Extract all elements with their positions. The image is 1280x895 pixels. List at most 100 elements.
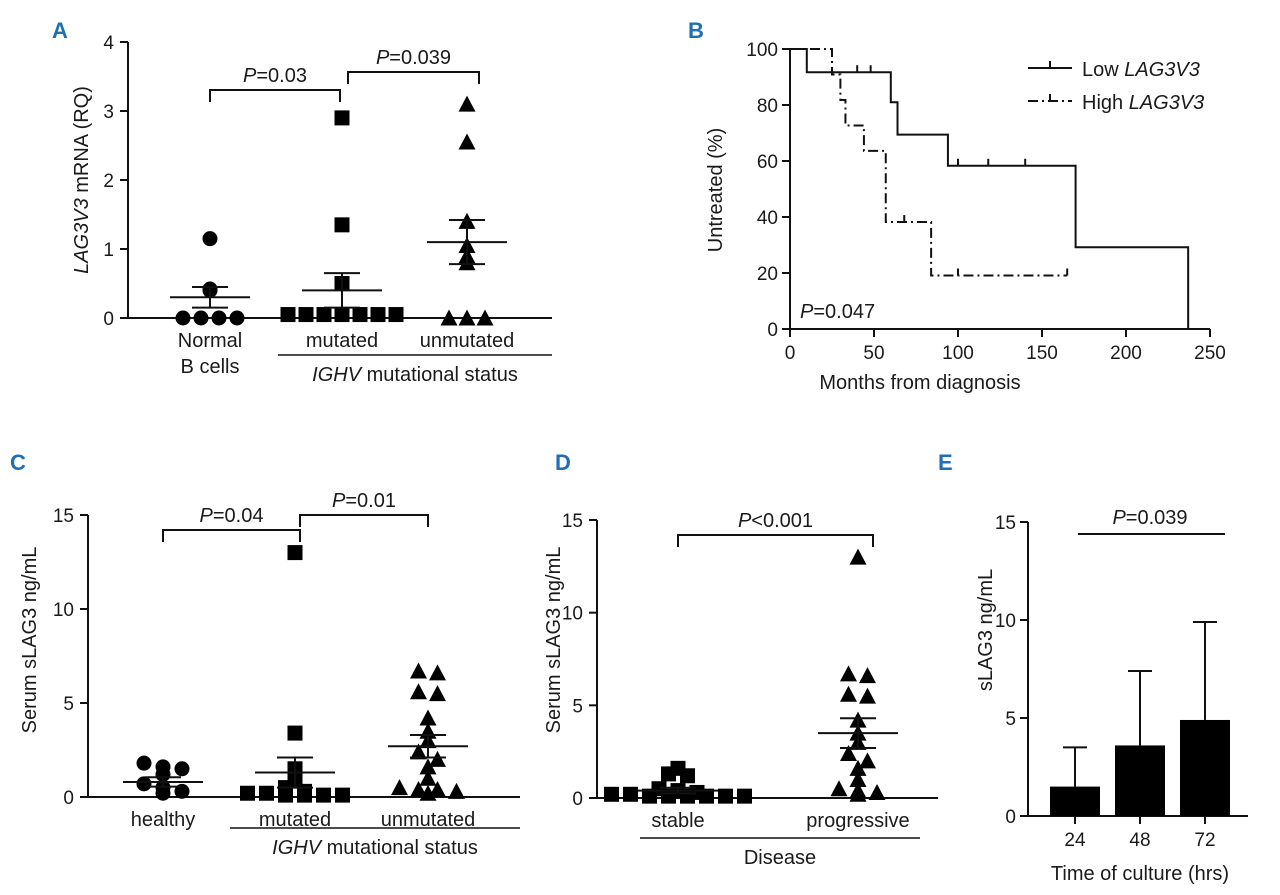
data-point-circle [211, 310, 227, 326]
legend-label-part-0: High [1082, 92, 1129, 114]
data-point-square [718, 788, 733, 804]
data-point-triangle [868, 783, 886, 800]
data-point-triangle [419, 709, 437, 726]
bar-48 [1115, 745, 1165, 816]
data-point-triangle [410, 662, 427, 679]
legend-label-part-1: LAG3V3 [1124, 59, 1200, 81]
data-point-square [316, 307, 332, 323]
y-tick-label: 20 [757, 264, 778, 285]
y-tick-label: 15 [995, 513, 1016, 534]
data-point-triangle [840, 685, 857, 702]
p-value-label-part-1: =0.03 [256, 65, 307, 87]
y-tick-label: 5 [572, 696, 583, 717]
p-value-label: P=0.039 [1112, 507, 1187, 529]
km-curve-high [790, 48, 1068, 277]
data-point-triangle [859, 687, 876, 704]
panel-a: 0 1 2 3 4 LAG3V3 mRNA (RQ) Normal B cells mutate… [71, 33, 552, 386]
data-point-triangle [859, 752, 876, 769]
y-tick-label: 0 [572, 789, 583, 810]
data-point-circle [136, 755, 152, 771]
x-category-label: progressive [806, 810, 909, 832]
legend-label-part-1: LAG3V3 [1129, 92, 1205, 114]
panel-c: 0 5 10 15 Serum sLAG3 ng/mL healthy mutated unm… [19, 490, 520, 859]
group-label-part-0: IGHV [272, 837, 323, 859]
data-point-triangle [429, 780, 446, 797]
x-tick-label: 24 [1064, 830, 1086, 851]
legend-label: High LAG3V3 [1082, 92, 1204, 114]
p-value-label: P=0.04 [200, 505, 264, 527]
data-point-triangle [859, 667, 876, 684]
data-point-triangle [849, 759, 867, 776]
y-axis-label: Untreated (%) [705, 128, 727, 253]
significance-bracket [162, 529, 301, 542]
data-point-triangle [410, 743, 427, 760]
significance-bracket [209, 89, 341, 102]
group-label: Disease [744, 847, 816, 869]
p-value-label-part-1: <0.001 [751, 510, 813, 532]
y-tick-label: 1 [103, 240, 114, 261]
y-tick-label: 5 [63, 694, 74, 715]
y-tick-label: 40 [757, 208, 778, 229]
group-label: IGHV mutational status [312, 364, 518, 386]
panel-letter-a: A [52, 18, 68, 43]
p-value-label-part-1: =0.01 [345, 490, 396, 512]
x-category-label: unmutated [381, 809, 476, 831]
data-point-square [352, 307, 368, 323]
p-value-label: P<0.001 [738, 510, 813, 532]
data-point-square [287, 545, 303, 561]
data-point-square [680, 768, 695, 784]
p-value-label: P=0.047 [800, 301, 875, 323]
y-tick-label: 4 [103, 33, 114, 54]
x-category-label: Normal [178, 330, 242, 352]
p-value-label-part-1: =0.039 [1126, 507, 1188, 529]
significance-bracket [677, 534, 874, 547]
data-point-triangle [476, 309, 494, 326]
p-value-label-part-0: P [738, 510, 752, 532]
y-tick-label: 80 [757, 96, 778, 117]
km-curve-low [790, 48, 1190, 329]
x-tick-label: 200 [1110, 343, 1142, 364]
data-point-square [259, 785, 274, 801]
y-axis-label: Serum sLAG3 ng/mL [543, 547, 565, 734]
significance-bracket [347, 71, 480, 84]
data-point-triangle [458, 133, 476, 150]
p-value-label-part-1: =0.047 [813, 301, 875, 323]
x-category-label: unmutated [420, 330, 515, 352]
x-tick-label: 100 [942, 343, 974, 364]
panel-d: 0 5 10 15 Serum sLAG3 ng/mL stable progressive… [543, 510, 938, 869]
data-point-triangle [458, 309, 476, 326]
data-point-triangle [840, 665, 857, 682]
data-point-triangle [849, 785, 867, 802]
bar-24 [1050, 786, 1100, 816]
data-point-square [642, 788, 657, 804]
data-point-square [370, 307, 386, 323]
data-point-triangle [840, 745, 857, 762]
p-value-label-part-0: P [1112, 507, 1126, 529]
y-tick-label: 0 [63, 788, 74, 809]
data-point-triangle [849, 770, 867, 787]
data-point-square [334, 307, 350, 323]
panel-letter-b: B [688, 18, 704, 43]
data-point-triangle [429, 685, 446, 702]
p-value-label-part-1: =0.04 [213, 505, 264, 527]
data-point-circle [155, 785, 171, 801]
legend-label-part-0: Low [1082, 59, 1124, 81]
x-tick-label: 72 [1194, 830, 1215, 851]
data-point-circle [174, 761, 190, 777]
p-value-label-part-0: P [200, 505, 214, 527]
significance-bracket [299, 514, 429, 527]
group-label-part-1: mutational status [321, 837, 478, 859]
data-point-square [661, 766, 676, 782]
data-point-square [334, 110, 350, 126]
group-label-part-0: IGHV [312, 364, 363, 386]
data-point-square [334, 217, 350, 233]
p-value-label: P=0.03 [243, 65, 307, 87]
y-tick-label: 15 [53, 506, 74, 527]
data-point-square [297, 787, 312, 803]
y-tick-label: 15 [562, 511, 583, 532]
panel-letter-e: E [938, 450, 953, 475]
x-category-label: B cells [181, 356, 240, 378]
data-point-triangle [458, 95, 476, 112]
p-value-label-part-0: P [800, 301, 814, 323]
